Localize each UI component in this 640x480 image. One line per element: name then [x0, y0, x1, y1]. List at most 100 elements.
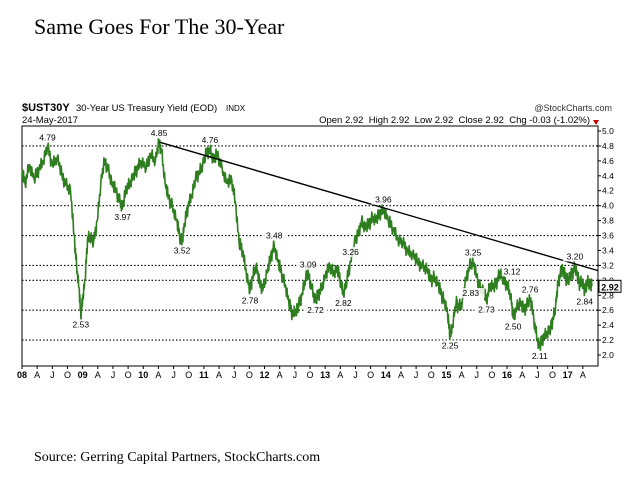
y-tick-label: 2.2 [602, 335, 614, 345]
x-tick-label: O [185, 370, 192, 380]
annotation-label: 2.83 [463, 288, 480, 298]
annotation-bg [303, 305, 328, 316]
x-tick-label: 13 [320, 370, 330, 380]
annotation-bg [35, 132, 60, 143]
slide-title: Same Goes For The 30-Year [34, 14, 285, 39]
x-tick-label: O [306, 370, 313, 380]
y-axis: 5.04.84.64.44.24.03.83.63.43.23.02.82.62… [598, 126, 614, 360]
annotation-bg [474, 304, 499, 315]
x-tick-label: 09 [78, 370, 88, 380]
annotation-bg [262, 230, 287, 241]
x-tick-label: J [474, 370, 479, 380]
x-tick-label: O [125, 370, 132, 380]
annotation-label: 3.26 [342, 247, 359, 257]
chart-series-name: 30-Year US Treasury Yield (EOD) [76, 103, 217, 114]
chart-date: 24-May-2017 [22, 115, 78, 126]
x-tick-label: 15 [441, 370, 451, 380]
y-tick-label: 4.4 [602, 171, 614, 181]
x-tick-label: J [414, 370, 419, 380]
annotation-bg [331, 297, 356, 308]
annotation-label: 2.25 [442, 340, 459, 350]
x-tick-label: 11 [199, 370, 209, 380]
annotation-bg [501, 321, 526, 332]
plot-area: 2.92 [21, 137, 622, 352]
x-tick-label: O [367, 370, 374, 380]
annotation-bg [237, 295, 262, 306]
x-tick-label: A [277, 370, 283, 380]
annotation-bg [460, 288, 485, 299]
chart-symbol: $UST30Y [22, 102, 70, 114]
x-tick-label: A [580, 370, 586, 380]
x-tick-label: 14 [381, 370, 391, 380]
annotation-bg [110, 211, 135, 222]
y-tick-label: 3.2 [602, 260, 614, 270]
annotation-bg [371, 194, 396, 205]
x-tick-label: A [216, 370, 222, 380]
annotation-bg [501, 266, 526, 277]
annotation-label: 3.25 [465, 248, 482, 258]
x-tick-label: J [111, 370, 116, 380]
y-tick-label: 3.4 [602, 245, 614, 255]
annotation-label: 2.76 [522, 284, 539, 294]
y-tick-label: 4.0 [602, 201, 614, 211]
x-tick-label: A [519, 370, 525, 380]
chart-exchange: INDX [226, 104, 246, 113]
annotation-label: 3.09 [300, 260, 317, 270]
x-tick-label: O [428, 370, 435, 380]
annotation-bg [527, 350, 552, 361]
annotation-label: 3.97 [114, 212, 131, 222]
annotation-bg [68, 319, 93, 330]
x-tick-label: A [34, 370, 40, 380]
x-tick-label: J [353, 370, 358, 380]
x-tick-label: O [488, 370, 495, 380]
annotation-bg [572, 296, 597, 307]
annotation-bg [461, 247, 486, 258]
y-tick-label: 3.8 [602, 216, 614, 226]
annotation-bg [562, 251, 587, 262]
y-tick-label: 3.6 [602, 231, 614, 241]
annotation-label: 2.11 [532, 351, 548, 361]
y-tick-label: 2.8 [602, 290, 614, 300]
x-tick-label: O [549, 370, 556, 380]
watermark-text: @StockCharts.com [534, 103, 612, 113]
y-tick-label: 2.0 [602, 350, 614, 360]
x-tick-label: 12 [260, 370, 270, 380]
annotation-label: 4.79 [39, 133, 56, 143]
x-tick-label: O [64, 370, 71, 380]
annotation-label: 2.50 [505, 322, 522, 332]
annotation-label: 3.96 [375, 195, 392, 205]
x-tick-label: J [232, 370, 237, 380]
annotation-bg [197, 134, 222, 145]
annotation-bg [296, 259, 321, 270]
annotation-label: 3.20 [567, 251, 584, 261]
x-tick-label: A [398, 370, 404, 380]
annotations: 4.79 2.53 3.97 4.85 3.52 4.76 2.78 3.48 3.09 2.72… [35, 128, 597, 361]
x-tick-label: 16 [502, 370, 512, 380]
annotation-label: 2.72 [307, 305, 324, 315]
x-tick-label: A [95, 370, 101, 380]
annotation-label: 3.12 [504, 266, 521, 276]
annotation-bg [147, 128, 172, 139]
y-tick-label: 4.8 [602, 141, 614, 151]
series-line [21, 137, 593, 352]
x-tick-label: A [337, 370, 343, 380]
last-value-box [598, 279, 622, 293]
x-tick-label: O [246, 370, 253, 380]
annotation-label: 2.78 [242, 296, 259, 306]
x-tick-label: J [50, 370, 55, 380]
x-tick-label: J [535, 370, 540, 380]
x-tick-label: 08 [17, 370, 27, 380]
annotation-bg [518, 284, 543, 295]
annotation-label: 2.73 [478, 304, 495, 314]
annotation-bg [438, 340, 463, 351]
annotation-label: 2.82 [335, 298, 352, 308]
x-tick-label: A [155, 370, 161, 380]
last-value-label: 2.92 [601, 282, 619, 292]
x-axis: 08 A J O 09 A J O 10 A J O 11 A J O 12 A J O 13 A J O 14 A J O 15 A J O… [17, 366, 586, 380]
y-tick-label: 2.4 [602, 320, 614, 330]
y-tick-label: 4.6 [602, 156, 614, 166]
annotation-label: 4.85 [151, 128, 168, 138]
x-tick-label: 10 [138, 370, 148, 380]
annotation-label: 3.48 [266, 230, 283, 240]
